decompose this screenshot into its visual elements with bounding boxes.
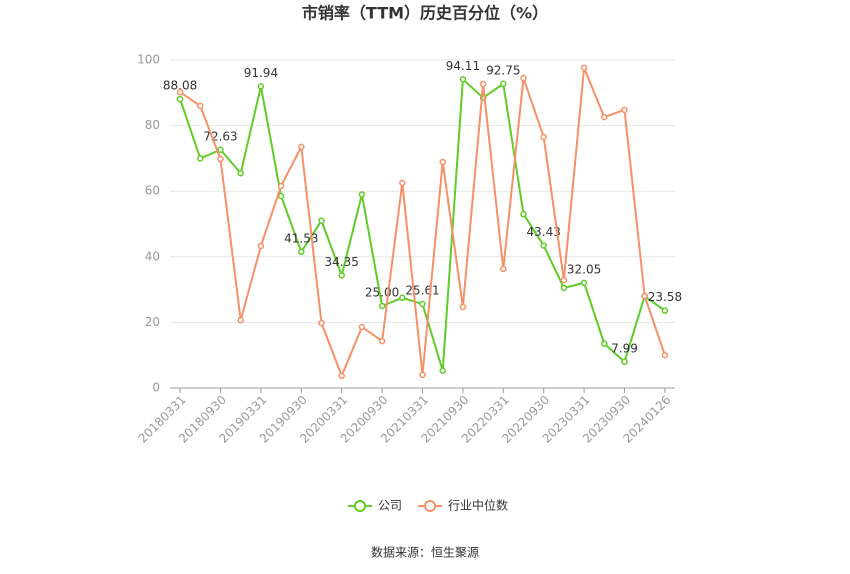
point — [217, 155, 224, 163]
point — [257, 242, 265, 250]
point — [358, 191, 366, 198]
y-tick-label: 100 — [137, 53, 160, 67]
point — [500, 80, 507, 88]
point — [399, 179, 406, 187]
point — [237, 316, 244, 324]
point — [318, 319, 325, 327]
point — [560, 284, 568, 292]
point — [277, 182, 285, 190]
legend-marker — [424, 500, 437, 512]
value-label: 41.53 — [284, 231, 318, 245]
point — [560, 276, 568, 284]
point — [520, 74, 527, 82]
point — [378, 302, 386, 310]
point — [419, 300, 426, 308]
point — [237, 169, 244, 177]
legend-label: 公司 — [378, 499, 402, 513]
point — [661, 307, 669, 314]
point — [479, 80, 487, 88]
point — [621, 358, 628, 366]
point — [540, 133, 547, 141]
point — [298, 143, 305, 151]
value-label: 72.63 — [203, 129, 237, 143]
y-tick-label: 80 — [145, 118, 160, 132]
value-label: 23.58 — [648, 290, 682, 304]
series-line — [179, 67, 666, 379]
point — [459, 303, 467, 311]
y-tick-label: 60 — [145, 184, 160, 198]
point — [197, 102, 204, 110]
value-label: 92.75 — [486, 63, 520, 77]
point — [358, 323, 366, 331]
point — [601, 340, 608, 347]
point — [277, 192, 285, 200]
point — [601, 113, 608, 121]
chart-title: 市销率（TTM）历史百分位（%） — [302, 4, 548, 23]
series-line — [179, 77, 666, 371]
value-label: 91.94 — [244, 66, 278, 80]
value-label: 34.35 — [325, 255, 359, 269]
value-label: 94.11 — [446, 59, 480, 73]
value-label: 88.08 — [163, 79, 197, 93]
point — [378, 337, 386, 345]
point — [500, 265, 507, 273]
value-label: 32.05 — [567, 262, 601, 276]
point — [540, 242, 547, 249]
point — [520, 210, 527, 218]
point — [257, 83, 265, 90]
legend-marker — [354, 500, 366, 512]
source: 数据来源：恒生聚源 — [371, 545, 479, 560]
point — [338, 272, 345, 279]
point — [580, 64, 588, 72]
point — [399, 294, 406, 302]
point — [217, 146, 224, 154]
point — [439, 158, 446, 166]
point — [419, 371, 426, 379]
legend-label: 行业中位数 — [448, 498, 508, 513]
point — [621, 106, 628, 114]
point — [338, 372, 345, 380]
point — [176, 95, 184, 103]
y-tick-label: 40 — [145, 249, 160, 263]
point — [176, 88, 184, 96]
point — [298, 248, 305, 256]
y-tick-label: 20 — [145, 315, 160, 329]
point — [641, 292, 648, 300]
point — [661, 351, 669, 359]
value-label: 25.61 — [405, 283, 439, 297]
point — [439, 367, 446, 374]
point — [580, 279, 588, 287]
value-label: 43.43 — [527, 225, 561, 239]
point — [318, 217, 325, 224]
point — [459, 76, 467, 83]
point — [197, 155, 204, 162]
value-label: 7.99 — [611, 341, 638, 355]
y-tick-label: 0 — [152, 381, 160, 395]
value-label: 25.00 — [365, 286, 399, 300]
